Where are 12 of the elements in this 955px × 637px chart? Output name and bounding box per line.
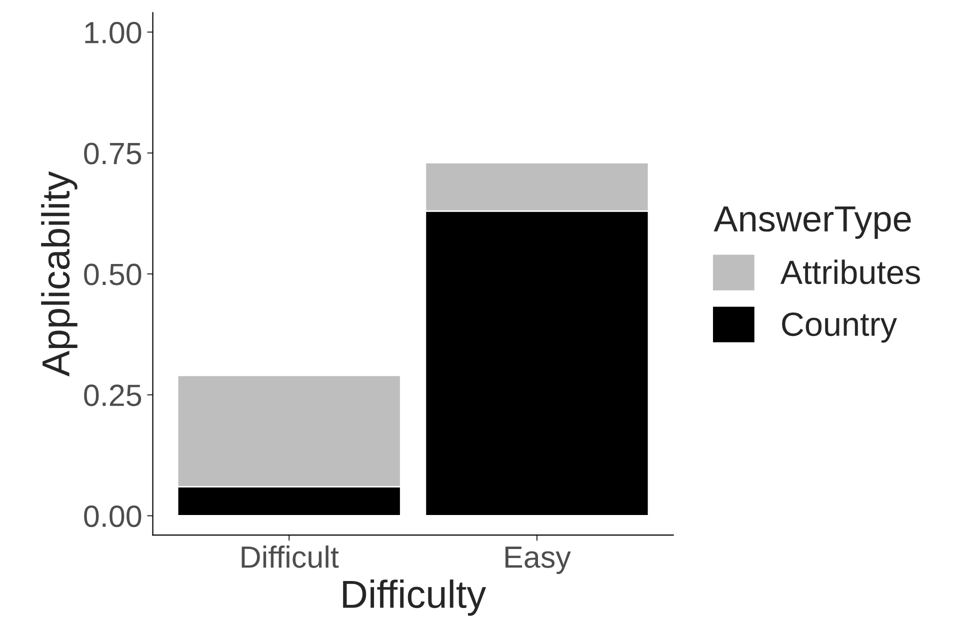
y-tick-label: 1.00 [85,22,142,44]
x-tick-label: Difficult [242,545,339,568]
y-tick-label: 0.25 [84,384,142,406]
y-tick-label: 0.75 [84,142,142,164]
y-axis-title: Applicability [41,171,78,376]
y-tick-label: 0.50 [84,264,142,286]
legend-title: AnswerType [714,206,911,239]
legend-label: Attributes [780,260,920,284]
x-tick-label: Easy [506,546,571,574]
x-axis-title: Difficulty [343,580,486,616]
y-tick-label: 0.00 [84,505,142,528]
legend-label: Country [782,312,898,343]
